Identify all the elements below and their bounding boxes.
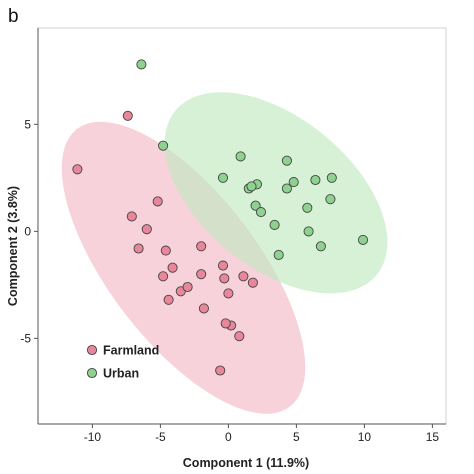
farmland-point — [163, 294, 174, 305]
urban-point — [269, 219, 280, 230]
farmland-point — [160, 245, 171, 256]
x-tick-label: 0 — [225, 430, 232, 444]
farmland-point — [196, 241, 207, 252]
farmland-point — [198, 303, 209, 314]
farmland-point — [215, 365, 226, 376]
farmland-point — [217, 260, 229, 271]
urban-point — [235, 151, 246, 162]
farmland-point — [196, 269, 207, 280]
x-tick-label: 5 — [293, 430, 300, 444]
urban-point — [136, 59, 147, 70]
farmland-point — [72, 164, 83, 175]
panel-letter: b — [8, 6, 19, 27]
urban-point — [325, 194, 336, 205]
y-tick-label: 5 — [24, 117, 31, 131]
farmland-point — [219, 273, 230, 284]
data-points — [72, 59, 369, 376]
legend: Farmland Urban — [86, 344, 159, 381]
urban-point — [302, 202, 313, 213]
farmland-point — [158, 271, 169, 282]
urban-point — [158, 140, 169, 151]
urban-point — [303, 226, 314, 237]
axes: -10 -5 0 5 10 15 -5 0 5 — [20, 28, 446, 444]
urban-point — [273, 249, 284, 260]
urban-point — [281, 183, 292, 194]
farmland-point — [247, 277, 258, 288]
urban-point — [217, 172, 229, 183]
urban-ellipse — [164, 92, 388, 294]
urban-point — [326, 172, 337, 183]
x-tick-label: -10 — [84, 430, 102, 444]
urban-point — [250, 200, 261, 211]
urban-point — [315, 241, 326, 252]
urban-point — [281, 155, 292, 166]
y-axis-title: Component 2 (3.8%) — [6, 186, 20, 306]
farmland-legend-label: Farmland — [103, 344, 159, 358]
urban-point — [246, 181, 257, 192]
farmland-point — [152, 196, 163, 207]
urban-point — [357, 234, 369, 245]
x-tick-label: 15 — [426, 430, 440, 444]
farmland-point — [223, 288, 234, 299]
farmland-point — [220, 318, 231, 329]
farmland-point — [122, 110, 133, 121]
farmland-point — [182, 281, 193, 293]
farmland-point — [167, 262, 178, 273]
farmland-legend-marker — [86, 344, 98, 356]
farmland-point — [234, 331, 245, 342]
x-axis-title: Component 1 (11.9%) — [183, 456, 309, 470]
farmland-point — [238, 271, 249, 282]
urban-legend-label: Urban — [103, 367, 139, 381]
farmland-point — [141, 224, 152, 235]
farmland-point — [133, 243, 144, 254]
x-tick-label: 10 — [358, 430, 372, 444]
urban-point — [288, 177, 299, 188]
farmland-ellipse — [61, 121, 306, 414]
y-tick-label: -5 — [20, 331, 31, 345]
x-tick-label: -5 — [155, 430, 166, 444]
confidence-ellipses — [61, 92, 388, 414]
y-tick-label: 0 — [24, 224, 31, 238]
urban-legend-marker — [86, 367, 98, 379]
urban-point — [310, 174, 321, 186]
farmland-point — [126, 211, 137, 222]
urban-point — [255, 207, 267, 218]
